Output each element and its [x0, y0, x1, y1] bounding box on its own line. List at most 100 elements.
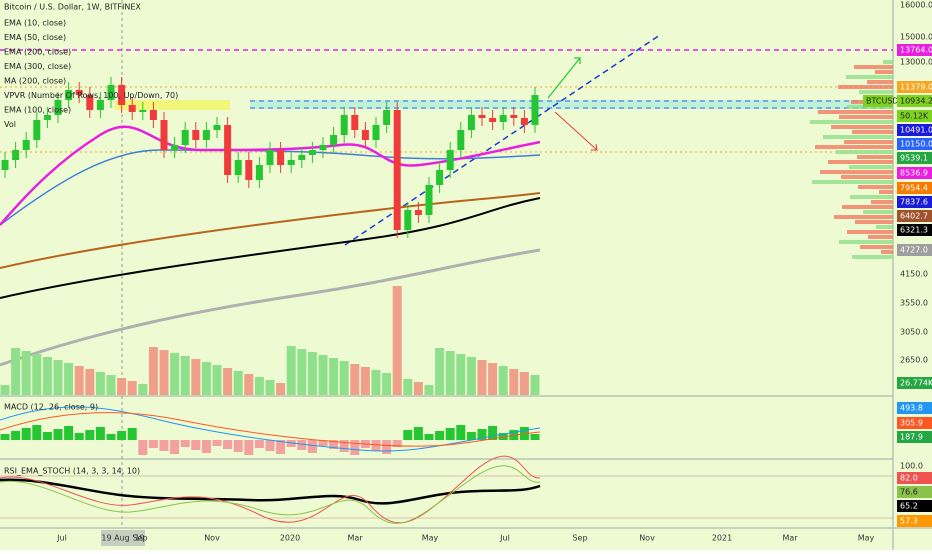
macd-bar	[456, 425, 466, 440]
vpvr-bar	[857, 155, 893, 159]
candle-body	[383, 110, 391, 125]
ma-line	[0, 248, 541, 367]
vpvr-bar	[818, 110, 893, 114]
candle-body	[489, 118, 497, 122]
price-label: 187.9	[900, 433, 923, 442]
time-label: Sep	[132, 534, 147, 543]
price-label: 15000.0	[900, 33, 932, 42]
candle-body	[531, 95, 539, 125]
volume-bar	[254, 377, 264, 395]
candle-body	[202, 130, 210, 140]
price-tag	[897, 167, 932, 179]
price-label: BTCUSD	[866, 97, 899, 106]
candle-body	[12, 150, 20, 160]
price-label: 13764.0	[900, 46, 932, 55]
candle-body	[372, 125, 380, 140]
vpvr-bar	[834, 215, 893, 219]
price-tag	[897, 500, 932, 512]
vpvr-bar	[841, 175, 893, 179]
vpvr-bar	[858, 185, 893, 189]
candle-body	[425, 185, 433, 215]
price-label: 100.0	[900, 462, 923, 471]
price-label: 82.0	[900, 474, 918, 483]
vpvr-bar	[839, 115, 893, 119]
macd-bar	[223, 440, 233, 449]
volume-bar	[403, 379, 413, 395]
vpvr-bar	[820, 170, 893, 174]
macd-bar	[170, 440, 180, 454]
macd-bar	[201, 440, 211, 453]
macd-bar	[53, 429, 63, 440]
candle-body	[171, 145, 179, 150]
macd-bar	[74, 433, 84, 440]
price-tag	[863, 95, 893, 107]
time-label: Sep	[572, 534, 587, 543]
volume-bar	[127, 381, 137, 395]
macd-bar	[265, 440, 275, 451]
macd-bar	[445, 428, 455, 440]
candle-body	[436, 170, 444, 185]
price-tag	[897, 431, 932, 443]
time-label: May	[422, 534, 439, 543]
indicator-label: MACD (12, 26, close, 9)	[4, 403, 98, 412]
candle-body	[351, 115, 359, 130]
stoch-line	[0, 455, 541, 524]
time-label: 19 Aug '19	[101, 534, 144, 543]
candle-body	[54, 100, 62, 115]
volume-bar	[413, 382, 423, 395]
volume-bar	[11, 348, 21, 395]
candle-body	[128, 105, 136, 112]
volume-bar	[435, 348, 445, 395]
volume-bar	[74, 366, 84, 395]
price-label: 4150.0	[900, 270, 928, 279]
price-label: 7954.4	[900, 184, 928, 193]
price-tag	[897, 152, 932, 164]
price-tag	[897, 515, 932, 527]
macd-bar	[148, 440, 158, 448]
candle-body	[277, 150, 285, 165]
vpvr-bar	[871, 200, 893, 204]
candle-body	[319, 145, 327, 150]
volume-bar	[466, 357, 476, 395]
volume-bar	[148, 347, 158, 395]
macd-bar	[403, 430, 413, 440]
candle-body	[308, 150, 316, 155]
candle-body	[393, 110, 401, 230]
candle-body	[75, 90, 83, 95]
volume-bar	[95, 372, 105, 395]
candle-body	[340, 115, 348, 135]
volume-bar	[117, 378, 127, 395]
volume-bar	[21, 351, 31, 395]
vpvr-bar	[823, 135, 893, 139]
candle-body	[255, 165, 263, 180]
signal-line	[0, 412, 541, 447]
price-label: 26.774K	[900, 379, 932, 388]
macd-bar	[212, 440, 222, 446]
volume-bar	[371, 370, 381, 395]
macd-bar	[11, 431, 21, 440]
price-tag	[897, 224, 932, 236]
macd-bar	[424, 434, 434, 440]
vpvr-bar	[847, 230, 893, 234]
volume-bar	[297, 349, 307, 395]
volume-bar	[392, 286, 402, 395]
time-label: 2021	[712, 534, 732, 543]
vpvr-bar	[859, 90, 893, 94]
price-label: 6321.3	[900, 226, 928, 235]
macd-bar	[95, 427, 105, 440]
time-label: Nov	[204, 534, 220, 543]
price-label: 10491.0	[900, 126, 932, 135]
volume-bar	[32, 354, 42, 395]
vpvr-bar	[881, 250, 893, 254]
macd-bar	[21, 428, 31, 440]
price-label: 305.9	[900, 419, 923, 428]
candle-body	[107, 85, 115, 100]
candle-body	[510, 115, 518, 118]
vpvr-bar	[850, 195, 893, 199]
volume-bar	[286, 346, 296, 395]
indicator-label: RSI_EMA_STOCH (14, 3, 3, 14, 10)	[4, 467, 140, 476]
vpvr-bar	[849, 165, 893, 169]
indicator-label: EMA (100, close)	[4, 106, 71, 115]
